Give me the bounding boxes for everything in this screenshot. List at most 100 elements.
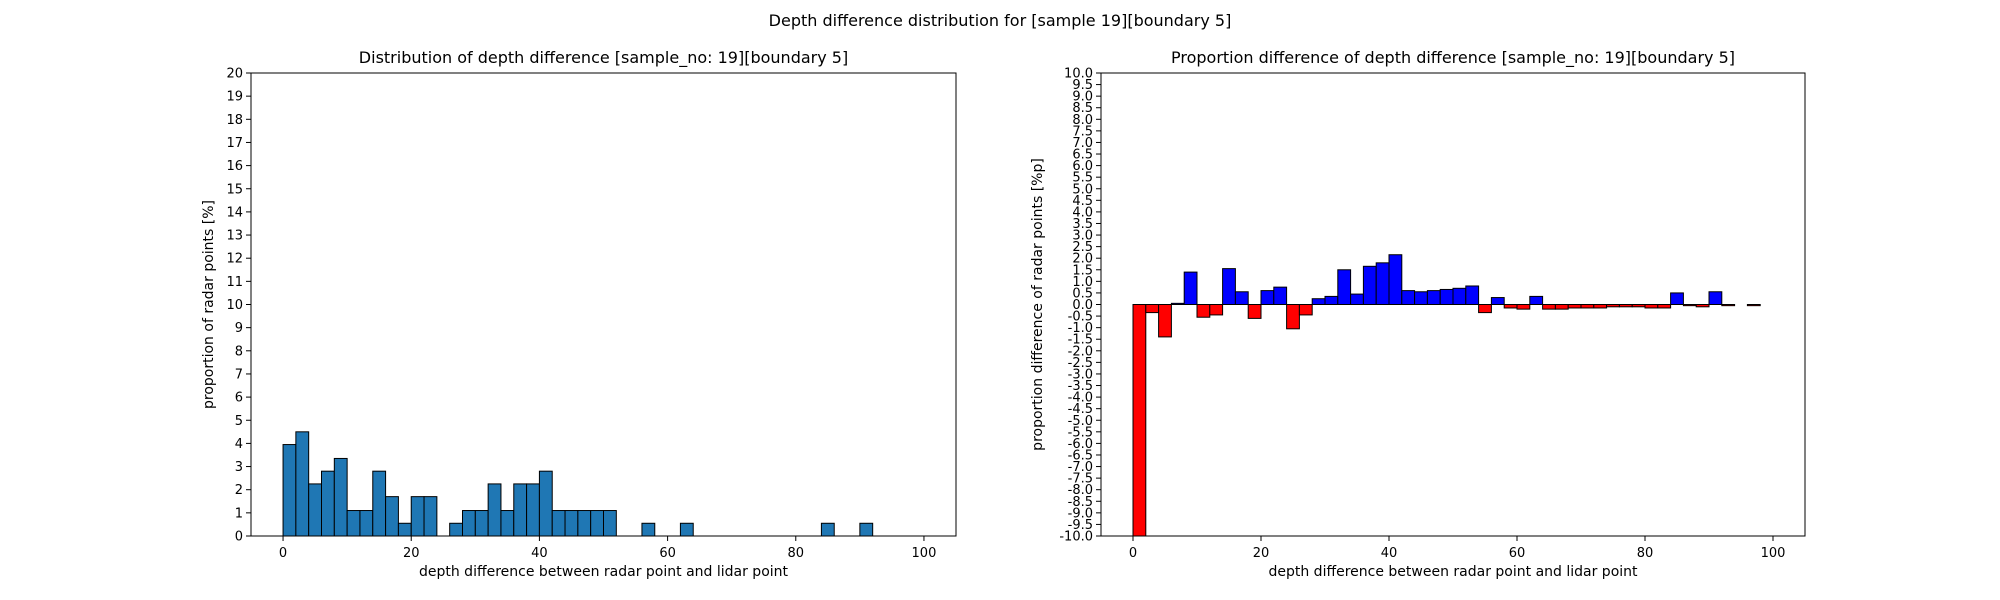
proportion-difference-bar <box>1644 304 1659 309</box>
proportion-difference-bar <box>1529 295 1544 305</box>
proportion-difference-bar <box>1183 271 1198 305</box>
proportion-difference-bar <box>1273 286 1288 306</box>
distribution-bar <box>462 510 476 537</box>
proportion-difference-y-tick-label: 8.5 <box>1072 101 1093 116</box>
proportion-difference-bar <box>1465 285 1480 306</box>
distribution-bar <box>295 431 310 537</box>
distribution-bar <box>397 522 412 537</box>
proportion-difference-y-tick-label: 7.5 <box>1072 124 1093 139</box>
proportion-difference-bar <box>1260 290 1275 305</box>
distribution-y-tick-label: 6 <box>235 391 243 406</box>
proportion-difference-y-tick-label: 6.5 <box>1072 148 1093 163</box>
proportion-difference-bar <box>1746 304 1761 307</box>
distribution-y-tick-label: 15 <box>226 182 243 197</box>
proportion-difference-y-tick-label: 2.5 <box>1072 240 1093 255</box>
proportion-difference-y-tick-label: -2.5 <box>1068 356 1093 371</box>
distribution-chart: Distribution of depth difference [sample… <box>201 48 957 580</box>
proportion-difference-y-tick-label: 3.0 <box>1072 229 1093 244</box>
distribution-bar <box>372 470 387 537</box>
proportion-difference-y-tick-label: -7.5 <box>1068 472 1093 487</box>
distribution-bar <box>577 510 592 537</box>
distribution-bar <box>500 510 515 537</box>
proportion-difference-y-tick-label: -1.5 <box>1068 333 1093 348</box>
proportion-difference-y-tick-label: -7.0 <box>1068 460 1093 475</box>
proportion-difference-y-tick-label: -3.0 <box>1068 367 1093 382</box>
distribution-bar <box>346 510 361 537</box>
distribution-bar <box>333 457 348 537</box>
distribution-bar <box>564 510 579 537</box>
proportion-difference-bar <box>1286 304 1300 330</box>
proportion-difference-x-axis: 0 20 40 60 80 100 <box>1129 536 1786 561</box>
distribution-y-tick-label: 17 <box>226 136 243 151</box>
proportion-difference-y-tick-label: 3.5 <box>1072 217 1093 232</box>
distribution-bar <box>551 510 566 537</box>
distribution-bar <box>423 496 438 537</box>
proportion-difference-x-tick-label: 100 <box>1761 546 1786 561</box>
proportion-difference-bar <box>1311 298 1326 305</box>
proportion-difference-bar <box>1439 288 1454 306</box>
distribution-bar <box>603 510 617 537</box>
proportion-difference-bar <box>1580 304 1595 309</box>
proportion-difference-bar <box>1606 304 1620 308</box>
distribution-bar <box>513 483 528 537</box>
proportion-difference-bar <box>1567 304 1582 309</box>
proportion-difference-y-tick-label: -6.5 <box>1068 448 1093 463</box>
distribution-bar <box>526 483 540 537</box>
distribution-bar <box>359 510 374 537</box>
proportion-difference-bar <box>1721 304 1736 307</box>
distribution-x-tick-label: 40 <box>531 546 548 561</box>
proportion-difference-bar <box>1196 304 1211 318</box>
proportion-difference-y-tick-label: 0.0 <box>1072 298 1093 313</box>
proportion-difference-x-tick-label: 60 <box>1509 546 1526 561</box>
distribution-y-tick-label: 8 <box>235 344 243 359</box>
proportion-difference-bar <box>1631 304 1646 308</box>
distribution-y-axis-label: proportion of radar points [%] <box>201 200 217 409</box>
proportion-difference-bar <box>1670 292 1684 306</box>
proportion-difference-bar <box>1478 304 1492 314</box>
distribution-y-tick-label: 16 <box>226 159 243 174</box>
proportion-difference-y-tick-label: -4.5 <box>1068 402 1093 417</box>
proportion-difference-bar <box>1170 302 1185 305</box>
distribution-y-tick-label: 11 <box>226 275 243 290</box>
proportion-difference-chart: Proportion difference of depth differenc… <box>1030 48 1806 580</box>
proportion-difference-bar <box>1452 287 1467 305</box>
proportion-difference-bar <box>1708 291 1723 305</box>
proportion-difference-bar <box>1490 297 1505 305</box>
proportion-difference-y-tick-label: 6.0 <box>1072 159 1093 174</box>
proportion-difference-y-tick-label: 7.0 <box>1072 136 1093 151</box>
proportion-difference-y-tick-label: 9.5 <box>1072 78 1093 93</box>
distribution-y-tick-label: 1 <box>235 506 243 521</box>
distribution-x-tick-label: 100 <box>912 546 937 561</box>
proportion-difference-bar <box>1388 254 1403 305</box>
distribution-bar <box>385 496 399 537</box>
distribution-y-tick-label: 4 <box>235 437 243 452</box>
proportion-difference-y-tick-label: -1.0 <box>1068 321 1093 336</box>
proportion-difference-bar <box>1682 304 1697 307</box>
distribution-y-tick-label: 7 <box>235 367 243 382</box>
distribution-bar <box>487 483 502 537</box>
proportion-difference-y-tick-label: -8.0 <box>1068 483 1093 498</box>
proportion-difference-bar <box>1593 304 1608 309</box>
proportion-difference-bar <box>1516 304 1531 310</box>
proportion-difference-y-tick-label: 8.0 <box>1072 113 1093 128</box>
distribution-bar <box>859 522 874 537</box>
proportion-difference-x-axis-label: depth difference between radar point and… <box>1268 564 1638 580</box>
distribution-x-tick-label: 80 <box>787 546 804 561</box>
distribution-bar <box>820 522 835 537</box>
proportion-difference-bar <box>1222 268 1236 305</box>
proportion-difference-y-tick-label: 2.0 <box>1072 252 1093 267</box>
distribution-y-tick-label: 10 <box>226 298 243 313</box>
distribution-y-tick-label: 0 <box>235 530 243 545</box>
proportion-difference-y-tick-label: -3.5 <box>1068 379 1093 394</box>
distribution-y-tick-label: 13 <box>226 229 243 244</box>
distribution-x-tick-label: 0 <box>279 546 287 561</box>
proportion-difference-bar <box>1554 304 1569 310</box>
distribution-x-axis-label: depth difference between radar point and… <box>419 564 789 580</box>
proportion-difference-bar <box>1209 304 1224 316</box>
proportion-difference-bars <box>1132 254 1761 537</box>
distribution-bar <box>590 510 604 537</box>
distribution-y-tick-label: 12 <box>226 252 243 267</box>
proportion-difference-bar <box>1695 304 1710 308</box>
